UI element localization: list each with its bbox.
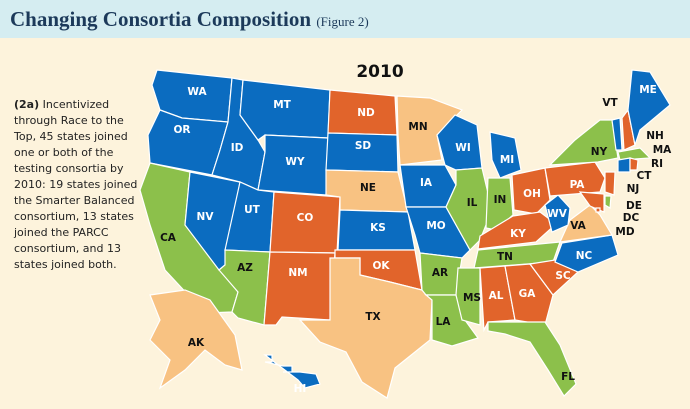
state-label: PA: [570, 179, 586, 191]
state: [548, 119, 619, 166]
state: [604, 171, 616, 196]
state-label: WA: [187, 86, 207, 98]
state-label: NM: [288, 267, 307, 279]
state-label: IN: [494, 194, 507, 206]
state-label: WI: [455, 142, 471, 154]
state-label: WY: [285, 156, 305, 168]
state-label: OH: [523, 188, 541, 200]
state-label: OR: [173, 124, 190, 136]
state: [489, 131, 522, 179]
state: [611, 117, 623, 151]
state-label: TX: [365, 311, 380, 323]
state: [445, 167, 493, 251]
state: [511, 167, 551, 215]
state-label: VT: [602, 97, 618, 109]
state-label: MT: [273, 99, 291, 111]
state-label: SC: [555, 270, 571, 282]
state: [298, 257, 433, 399]
state-label: UT: [244, 204, 261, 216]
state-label: NH: [646, 130, 664, 142]
state-label: MD: [615, 226, 634, 238]
state: [627, 69, 671, 148]
state-label: NE: [360, 182, 376, 194]
state-label: AL: [489, 290, 504, 302]
state-label: KY: [510, 228, 526, 240]
state-label: DC: [623, 212, 640, 224]
state-label: KS: [370, 222, 386, 234]
state: [595, 207, 601, 213]
state-label: AR: [432, 267, 448, 279]
state: [617, 157, 631, 173]
state-label: MN: [408, 121, 427, 133]
state: [263, 354, 321, 389]
state-label: MI: [500, 154, 514, 166]
state-label: ND: [357, 107, 375, 119]
state-label: ID: [231, 142, 244, 154]
state-label: SD: [355, 140, 372, 152]
state-label: OK: [372, 260, 390, 272]
title: Changing Consortia Composition: [10, 7, 312, 31]
state-label: HI: [294, 383, 307, 395]
figure-ref: (Figure 2): [316, 14, 369, 29]
title-line: Changing Consortia Composition (Figure 2…: [10, 7, 369, 32]
caption: (2a) Incentivized through Race to the To…: [14, 97, 142, 273]
state-label: AK: [188, 337, 205, 349]
state-label: NV: [197, 211, 215, 223]
state: [629, 157, 639, 171]
state-label: VA: [570, 220, 586, 232]
caption-lead: (2a): [14, 98, 40, 111]
state: [263, 251, 336, 326]
state-label: DE: [626, 200, 642, 212]
state: [487, 321, 577, 397]
state: [578, 191, 605, 213]
state-label: CA: [160, 232, 177, 244]
state-label: MO: [426, 220, 445, 232]
state-label: MS: [463, 292, 481, 304]
state-label: ME: [639, 84, 657, 96]
state: [149, 289, 243, 390]
state-label: WV: [547, 208, 568, 220]
state-label: CT: [637, 170, 653, 182]
state: [617, 147, 652, 161]
state-label: MA: [653, 144, 672, 156]
state-label: LA: [436, 316, 452, 328]
state: [604, 195, 612, 210]
state-label: NC: [576, 250, 593, 262]
state-label: AZ: [237, 262, 253, 274]
header: Changing Consortia Composition (Figure 2…: [0, 0, 690, 38]
state-label: FL: [561, 371, 575, 383]
state: [396, 95, 464, 166]
state-label: TN: [497, 251, 513, 263]
state-label: IA: [420, 177, 433, 189]
state-label: IL: [467, 197, 478, 209]
caption-text: Incentivized through Race to the Top, 45…: [14, 98, 138, 271]
state-label: GA: [519, 288, 537, 300]
state-label: RI: [651, 158, 663, 170]
state-label: CO: [297, 212, 314, 224]
state: [479, 265, 516, 333]
state: [325, 132, 399, 173]
year: 2010: [356, 62, 403, 82]
state: [455, 267, 481, 326]
state-label: NJ: [627, 183, 640, 195]
state: [257, 134, 329, 196]
state: [554, 234, 619, 273]
state: [544, 194, 571, 233]
state-label: NY: [591, 146, 608, 158]
